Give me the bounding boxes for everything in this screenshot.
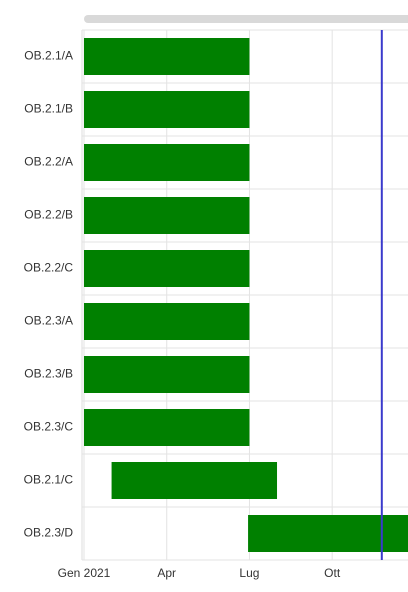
task-label: OB.2.1/C	[24, 473, 74, 487]
task-label: OB.2.1/A	[24, 49, 73, 63]
task-bar	[248, 515, 408, 552]
task-bar	[84, 409, 250, 446]
task-bar	[111, 462, 278, 499]
task-bar	[84, 144, 250, 181]
task-bar	[84, 356, 250, 393]
task-bar	[84, 91, 250, 128]
task-bar	[84, 38, 250, 75]
task-label: OB.2.3/A	[24, 314, 73, 328]
scrollbar[interactable]	[84, 15, 408, 23]
task-bar	[84, 250, 250, 287]
task-label: OB.2.2/C	[24, 261, 74, 275]
x-tick-label: Apr	[157, 566, 176, 580]
task-label: OB.2.3/B	[24, 367, 73, 381]
x-tick-label: Ott	[324, 566, 341, 580]
x-tick-label: Lug	[239, 566, 259, 580]
task-bar	[84, 303, 250, 340]
task-bar	[84, 197, 250, 234]
task-label: OB.2.2/A	[24, 155, 73, 169]
x-tick-label: Gen 2021	[58, 566, 111, 580]
task-label: OB.2.2/B	[24, 208, 73, 222]
task-label: OB.2.1/B	[24, 102, 73, 116]
task-label: OB.2.3/C	[24, 420, 74, 434]
task-label: OB.2.3/D	[24, 526, 74, 540]
